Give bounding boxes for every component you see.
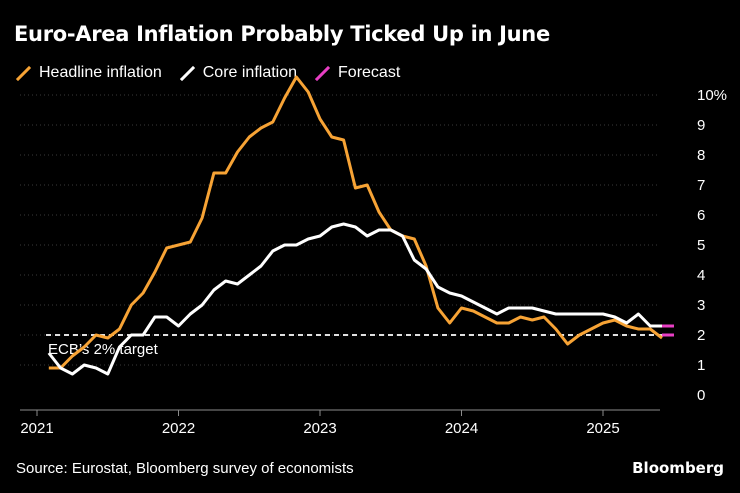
y-tick-label: 1 <box>697 357 705 374</box>
y-tick-label: 5 <box>697 237 705 254</box>
y-tick-label: 3 <box>697 297 705 314</box>
x-tick-label: 2024 <box>445 420 478 437</box>
y-tick-label: 4 <box>697 267 705 284</box>
legend-label-forecast: Forecast <box>338 64 401 81</box>
x-tick-label: 2022 <box>162 420 195 437</box>
core-inflation-line <box>47 222 662 376</box>
y-tick-label: 7 <box>697 177 705 194</box>
ecb-target-label: ECB’s 2% target <box>48 341 159 358</box>
legend-item-core: Core inflation <box>179 64 298 82</box>
chart-title: Euro-Area Inflation Probably Ticked Up i… <box>14 22 550 46</box>
legend-item-headline: Headline inflation <box>16 64 162 82</box>
legend-label-headline: Headline inflation <box>39 64 162 81</box>
legend-label-core: Core inflation <box>202 64 298 81</box>
x-tick-label: 2023 <box>303 420 336 437</box>
y-tick-label: 2 <box>697 327 705 344</box>
legend-swatch-core <box>179 65 195 81</box>
y-tick-label: 9 <box>697 117 705 134</box>
y-tick-label: 0 <box>697 387 705 404</box>
legend-item-forecast: Forecast <box>315 64 400 82</box>
headline-inflation-line <box>48 75 663 370</box>
y-tick-label: 6 <box>697 207 705 224</box>
legend-swatch-headline <box>16 65 31 81</box>
legend: Headline inflation Core inflation Foreca… <box>16 64 418 82</box>
source-note: Source: Eurostat, Bloomberg survey of ec… <box>16 460 354 477</box>
y-tick-label: 10% <box>697 87 727 104</box>
legend-swatch-forecast <box>315 65 331 81</box>
x-tick-label: 2025 <box>586 420 619 437</box>
x-tick-label: 2021 <box>20 420 53 437</box>
y-tick-label: 8 <box>697 147 705 164</box>
brand-logo: Bloomberg <box>632 459 724 477</box>
